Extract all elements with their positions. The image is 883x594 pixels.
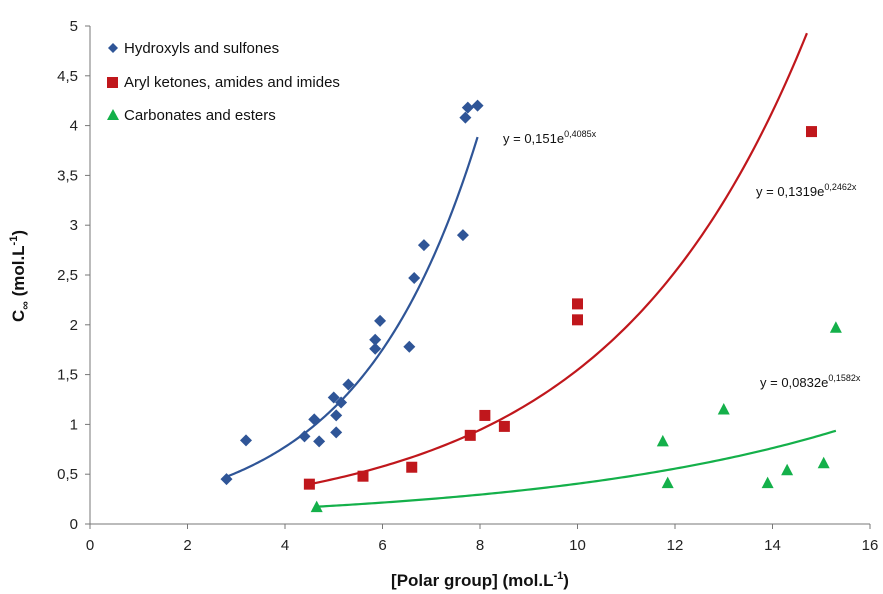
legend-label-aryl: Aryl ketones, amides and imides [124, 74, 340, 91]
x-tick-label: 12 [667, 537, 684, 554]
point-hydroxyls [220, 473, 233, 486]
legend-label-carbonates: Carbonates and esters [124, 107, 276, 124]
point-hydroxyls [330, 426, 343, 439]
x-axis-title: [Polar group] (mol.L-1) [391, 570, 569, 590]
point-aryl [479, 409, 491, 421]
y-tick-label: 0,5 [57, 466, 78, 483]
point-carbonates [661, 476, 674, 489]
x-tick-label: 6 [378, 537, 386, 554]
x-tick-label: 8 [476, 537, 484, 554]
point-aryl [572, 298, 583, 310]
x-tick-label: 2 [183, 537, 191, 554]
fit-curve-aryl [309, 32, 808, 486]
point-hydroxyls [374, 314, 387, 327]
point-hydroxyls [456, 229, 469, 242]
point-hydroxyls [330, 409, 343, 422]
fit-curves [226, 32, 837, 508]
point-hydroxyls [308, 413, 321, 426]
point-carbonates [781, 463, 794, 476]
data-points [220, 99, 842, 513]
y-tick-label: 4,5 [57, 68, 78, 85]
point-hydroxyls [417, 239, 430, 252]
point-aryl [498, 420, 510, 432]
point-aryl [806, 126, 817, 138]
point-hydroxyls [335, 396, 348, 409]
legend-marker-carbonates [107, 109, 119, 120]
point-carbonates [829, 321, 842, 333]
x-tick-label: 4 [281, 537, 289, 554]
equation-carbonates: y = 0,0832e0,1582x [760, 373, 861, 390]
point-carbonates [310, 500, 323, 513]
point-carbonates [817, 456, 830, 469]
y-tick-label: 3 [70, 217, 78, 234]
y-tick-label: 1,5 [57, 367, 78, 384]
legend-marker-hydroxyls [108, 43, 118, 53]
x-tick-label: 14 [764, 537, 781, 554]
point-hydroxyls [459, 111, 472, 124]
y-tick-label: 5 [70, 18, 78, 35]
point-carbonates [656, 434, 669, 447]
y-tick-label: 1 [70, 416, 78, 433]
legend-label-hydroxyls: Hydroxyls and sulfones [124, 40, 279, 57]
legend-marker-aryl [107, 77, 118, 88]
y-tick-label: 4 [70, 118, 78, 135]
equation-aryl: y = 0,1319e0,2462x [756, 182, 857, 199]
equation-hydroxyls: y = 0,151e0,4085x [503, 129, 597, 146]
point-aryl [464, 429, 476, 441]
point-hydroxyls [461, 101, 474, 114]
legend: Hydroxyls and sulfones Aryl ketones, ami… [107, 40, 340, 124]
fit-curve-hydroxyls [226, 136, 479, 478]
point-hydroxyls [313, 435, 326, 448]
point-hydroxyls [342, 378, 355, 391]
point-hydroxyls [327, 391, 340, 404]
point-hydroxyls [298, 430, 311, 443]
point-hydroxyls [403, 340, 416, 353]
point-hydroxyls [408, 271, 421, 284]
y-tick-label: 2,5 [57, 267, 78, 284]
x-tick-label: 16 [862, 537, 879, 554]
y-axis-title: C∞ (mol.L-1) [8, 230, 32, 322]
point-carbonates [761, 476, 774, 489]
y-tick-label: 3,5 [57, 167, 78, 184]
point-hydroxyls [471, 99, 484, 112]
axes: 0 2 4 6 8 10 12 14 16 0 0,5 1 1,5 2 2,5 3 3,5 4 4,5 5 [57, 18, 878, 554]
point-carbonates [717, 402, 730, 415]
point-hydroxyls [240, 434, 252, 447]
point-hydroxyls [369, 333, 382, 346]
point-aryl [303, 478, 315, 490]
y-tick-label: 2 [70, 317, 78, 334]
point-aryl [406, 461, 418, 473]
point-hydroxyls [369, 342, 382, 355]
point-aryl [357, 470, 369, 482]
x-tick-label: 0 [86, 537, 94, 554]
x-tick-label: 10 [569, 537, 586, 554]
y-tick-label: 0 [70, 516, 78, 533]
point-aryl [572, 314, 583, 326]
fit-curve-carbonates [316, 429, 837, 508]
